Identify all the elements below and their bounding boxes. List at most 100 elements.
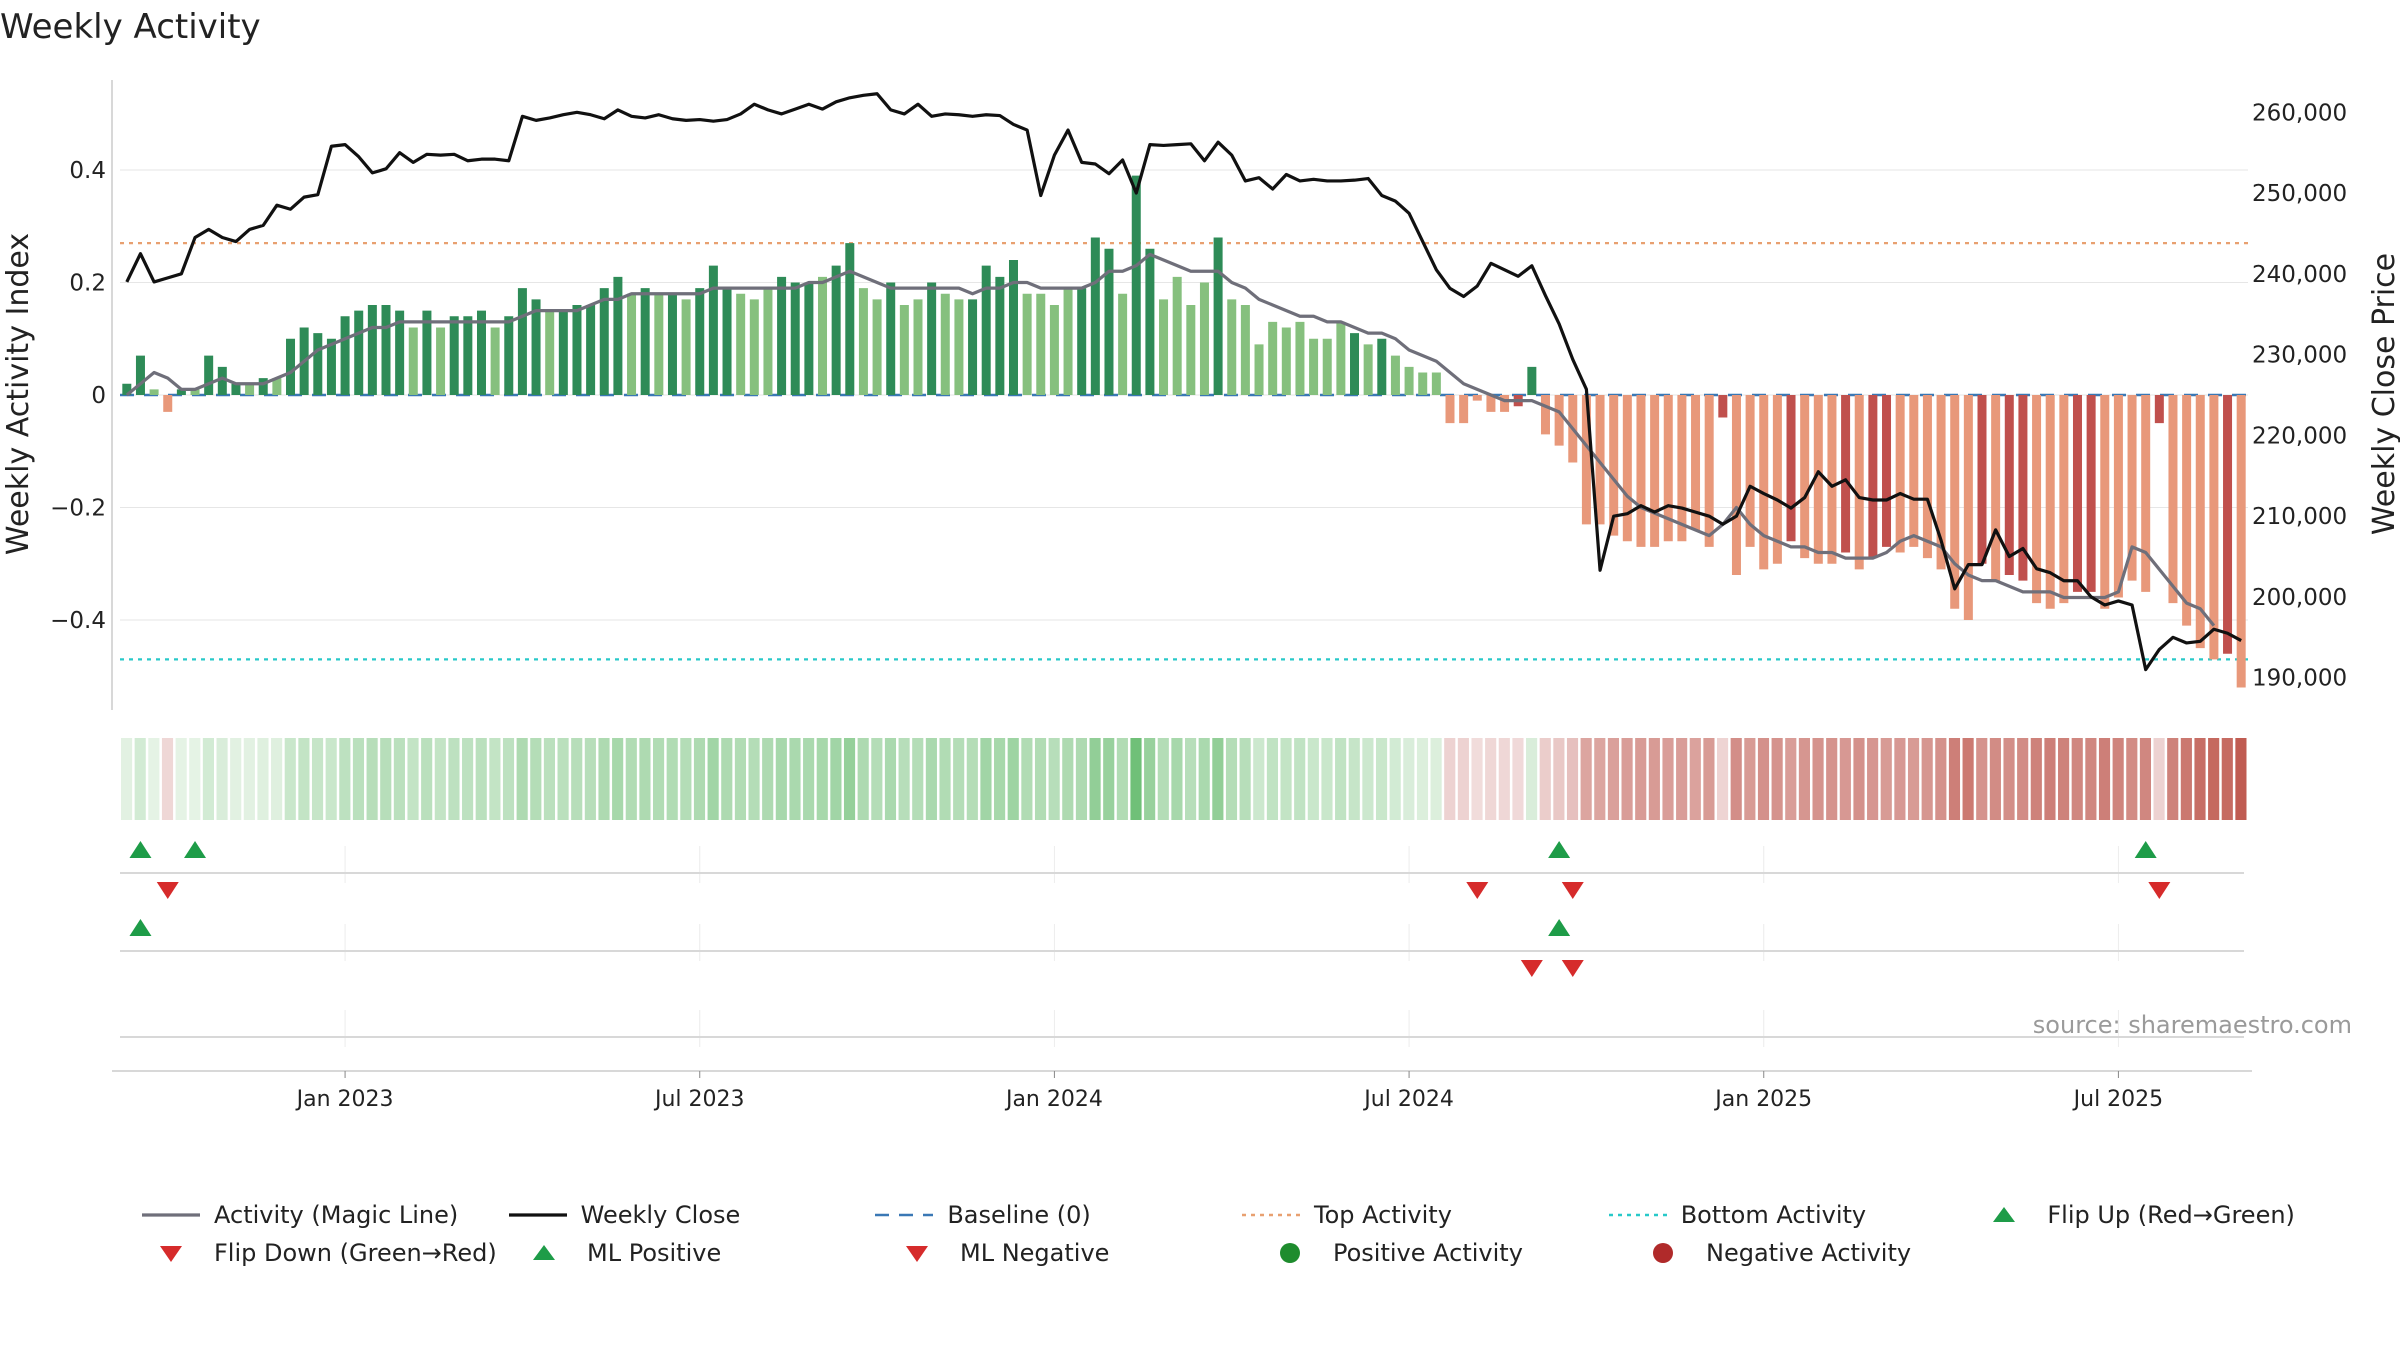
activity-bar [2004, 395, 2014, 575]
heat-cell [1185, 738, 1197, 820]
heat-cell [2112, 738, 2124, 820]
flip-down-marker [1561, 960, 1584, 977]
activity-bar [531, 299, 541, 395]
heat-cell [2126, 738, 2138, 820]
heat-cell [734, 738, 746, 820]
activity-bar [2236, 395, 2246, 688]
heat-cell [148, 738, 160, 820]
heat-cell [980, 738, 992, 820]
activity-bar [1145, 248, 1155, 395]
heat-cell [789, 738, 801, 820]
legend-label: Baseline (0) [947, 1201, 1091, 1229]
flip-down-marker [1466, 882, 1489, 899]
activity-bar [1090, 237, 1100, 395]
activity-bar [790, 282, 800, 395]
activity-bar [586, 305, 596, 395]
legend-swatch [533, 1245, 555, 1260]
activity-bar [1895, 395, 1905, 553]
activity-bar [122, 383, 132, 395]
activity-bar [1922, 395, 1932, 559]
activity-bar [831, 265, 841, 395]
y-tick-label: 0.4 [69, 158, 106, 184]
activity-bar [1377, 338, 1387, 395]
activity-bar [749, 299, 759, 395]
activity-bar [1622, 395, 1632, 542]
y2-tick-label: 210,000 [2252, 504, 2347, 530]
heat-cell [1580, 738, 1592, 820]
activity-bar [1172, 276, 1182, 395]
heat-cell [1621, 738, 1633, 820]
heat-cell [693, 738, 706, 820]
heat-cell [189, 738, 201, 820]
legend-item: ML Positive [513, 1239, 886, 1267]
activity-bar [2072, 395, 2082, 592]
heat-cell [243, 738, 255, 820]
flip-down-marker [2148, 882, 2171, 899]
activity-bar [1268, 321, 1278, 395]
y-tick-label: 0 [91, 383, 106, 409]
legend-swatch [1280, 1243, 1300, 1263]
activity-bar [995, 276, 1005, 395]
activity-bar [2209, 395, 2219, 660]
heat-cell [1362, 738, 1374, 820]
chart-title: Weekly Activity [0, 7, 261, 47]
activity-bar [449, 316, 459, 395]
activity-bar [1159, 299, 1169, 395]
legend-swatch [875, 1213, 934, 1217]
legend-item: Baseline (0) [873, 1201, 1240, 1229]
heat-cell [1566, 738, 1579, 820]
activity-bar [1977, 395, 1987, 564]
legend-label: Flip Down (Green→Red) [214, 1239, 497, 1267]
activity-bar [1554, 395, 1564, 446]
legend-swatch [1653, 1243, 1673, 1263]
activity-bar [2018, 395, 2028, 581]
activity-bar [640, 288, 650, 395]
activity-bar [1063, 288, 1073, 395]
heat-cell [830, 738, 842, 820]
activity-bar [818, 276, 828, 395]
legend-label: Negative Activity [1706, 1239, 1912, 1267]
legend-triangle-down [160, 1246, 182, 1262]
activity-bar [286, 338, 296, 395]
y-tick-label: 0.2 [69, 271, 106, 297]
reference-lines [120, 242, 2252, 661]
heat-cell [434, 738, 446, 820]
heat-cell [230, 738, 242, 820]
activity-bar [545, 310, 555, 395]
heat-cell [311, 738, 324, 820]
series-lines [125, 92, 2242, 672]
activity-bar [1731, 395, 1741, 575]
activity-bar [1227, 299, 1237, 395]
heat-cell [1867, 738, 1879, 820]
heat-cell [1130, 738, 1142, 820]
activity-bar [763, 288, 773, 395]
flip-down-marker [156, 882, 179, 899]
heat-cell [966, 738, 978, 820]
activity-bar [2154, 395, 2164, 424]
heat-cell [352, 738, 365, 820]
activity-bar [940, 293, 950, 395]
flip-up-marker [1548, 919, 1571, 936]
legend-swatch [1993, 1207, 2016, 1222]
heat-cell [1335, 738, 1347, 820]
x-tick-label: Jan 2024 [1004, 1087, 1103, 1112]
legend-item: Flip Down (Green→Red) [140, 1239, 513, 1267]
activity-bar [1036, 293, 1046, 395]
heat-cell [2167, 738, 2179, 820]
heat-cell [2058, 738, 2070, 820]
heat-cell [530, 738, 542, 820]
heat-cell [257, 738, 269, 820]
heat-cell [953, 738, 965, 820]
activity-bar [354, 310, 364, 395]
activity-bar [2141, 395, 2151, 592]
activity-bar [886, 282, 896, 395]
heat-cell [2085, 738, 2097, 820]
legend-label: Flip Up (Red→Green) [2047, 1201, 2295, 1229]
activity-bar [163, 395, 173, 412]
flip-up-marker [1548, 841, 1571, 858]
heat-cell [625, 738, 637, 820]
heat-cell [925, 738, 937, 820]
heat-cell [1444, 738, 1456, 820]
activity-bar [2059, 395, 2069, 604]
activity-bar [1213, 237, 1223, 395]
